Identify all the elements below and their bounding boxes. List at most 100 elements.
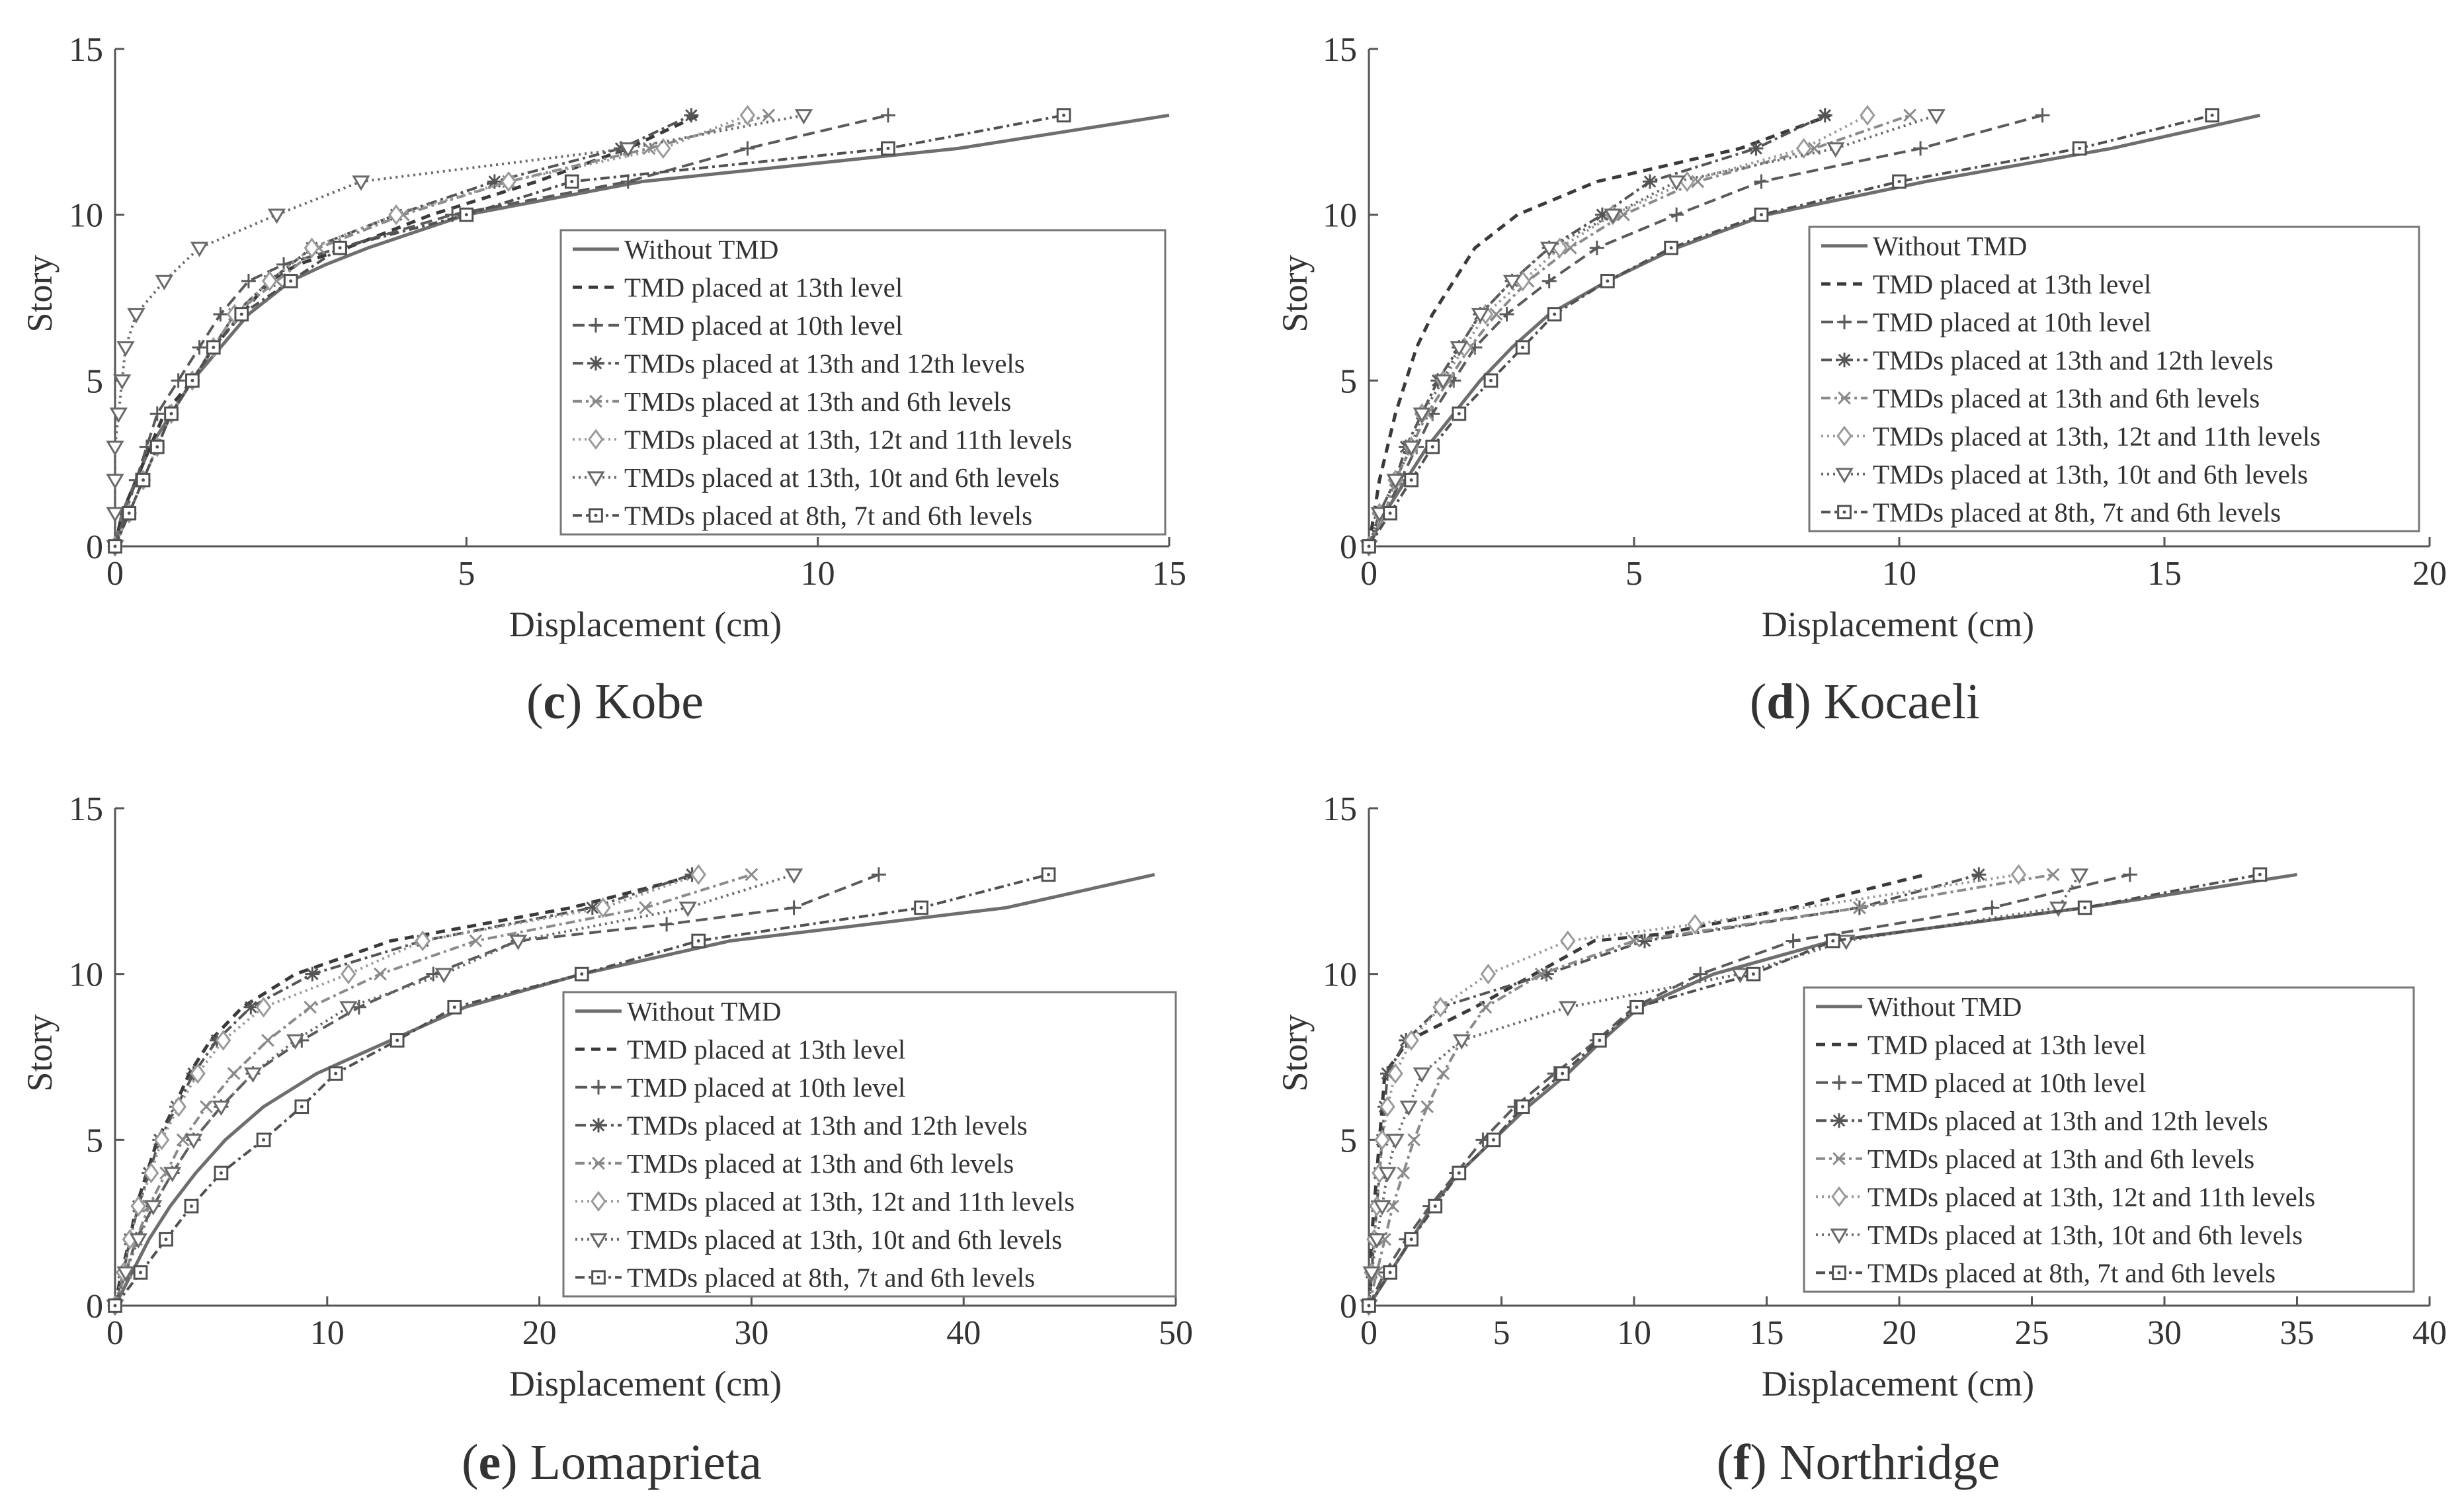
northridge-xtick-label: 0	[1360, 1314, 1377, 1352]
kocaeli-ylabel: Story	[1275, 255, 1315, 332]
lomaprieta-legend-entry: TMDs placed at 13th and 12th levels	[575, 1110, 1028, 1140]
kobe-series-line	[114, 114, 769, 547]
northridge-legend-entry: TMDs placed at 13th and 6th levels	[1816, 1144, 2254, 1174]
northridge-data-point	[1555, 1066, 1570, 1081]
lomaprieta-legend-entry: Without TMD	[575, 996, 781, 1027]
kocaeli-data-point	[1386, 474, 1405, 489]
northridge-legend-label: TMD placed at 13th level	[1868, 1029, 2146, 1060]
kocaeli-ytick-label: 0	[1340, 528, 1357, 566]
lomaprieta-data-point	[215, 1030, 231, 1051]
kobe-data-point	[283, 274, 298, 288]
lomaprieta-ytick-label: 0	[86, 1288, 103, 1325]
northridge-xtick-label: 25	[2015, 1314, 2049, 1352]
northridge-xtick-label: 40	[2412, 1314, 2447, 1352]
northridge-data-point	[1480, 963, 1497, 985]
lomaprieta-data-point	[159, 1232, 173, 1247]
kocaeli-xtick-label: 10	[1882, 555, 1916, 593]
lomaprieta-data-point	[390, 1033, 405, 1048]
lomaprieta-data-point	[784, 868, 803, 884]
lomaprieta-series-1	[113, 872, 699, 1306]
kocaeli-plot: 0 5 10 15 20 0 5 10 15 Without TMD TMD placed at 1…	[1323, 31, 2447, 593]
kocaeli-data-point	[1913, 141, 1928, 156]
kobe-data-point	[304, 237, 320, 259]
lomaprieta-legend-marker	[592, 1156, 605, 1170]
kobe-data-point	[127, 308, 145, 324]
kobe-xtick-label: 10	[801, 555, 835, 593]
kobe-legend-marker	[589, 317, 603, 333]
northridge-data-point	[1452, 1034, 1471, 1050]
lomaprieta-xtick-label: 40	[946, 1314, 981, 1352]
northridge-data-point	[1407, 1133, 1421, 1147]
kobe-data-point	[185, 373, 200, 388]
kocaeli-ytick-label: 15	[1323, 31, 1357, 69]
northridge-data-point	[1486, 1132, 1501, 1148]
kocaeli-legend-label: TMDs placed at 13th and 12th levels	[1873, 345, 2274, 375]
lomaprieta-data-point	[585, 900, 600, 915]
panel-kobe: 0 5 10 15 0 5 10 15 Without TMD TMD placed at 13t…	[20, 31, 1186, 730]
northridge-data-point	[2122, 867, 2137, 882]
lomaprieta-data-point	[185, 1134, 203, 1150]
kobe-data-point	[881, 141, 895, 156]
northridge-legend-label: TMDs placed at 8th, 7t and 6th levels	[1868, 1257, 2276, 1288]
northridge-xtick-label: 35	[2280, 1314, 2315, 1352]
lomaprieta-legend: Without TMD TMD placed at 13th level TMD p…	[562, 991, 1177, 1298]
northridge-xtick-label: 20	[1882, 1314, 1916, 1352]
kocaeli-data-point	[1589, 240, 1604, 255]
northridge-data-point	[1629, 999, 1644, 1015]
kobe-data-point	[234, 307, 249, 321]
kocaeli-legend-marker	[1838, 391, 1851, 405]
northridge-data-point	[1746, 966, 1761, 982]
lomaprieta-data-point	[305, 966, 320, 982]
kocaeli-legend-marker	[1836, 425, 1852, 446]
lomaprieta-data-point	[328, 1066, 343, 1081]
kobe-data-point	[109, 407, 128, 423]
lomaprieta-data-point	[595, 897, 611, 919]
lomaprieta-legend-label: TMDs placed at 13th and 6th levels	[627, 1148, 1014, 1179]
kobe-data-point	[171, 373, 186, 388]
northridge-data-point	[1687, 913, 1704, 935]
kocaeli-legend-box	[1808, 226, 2420, 532]
lomaprieta-data-point	[1041, 867, 1056, 882]
lomaprieta-series-line	[114, 873, 1049, 1307]
northridge-data-point	[1420, 1100, 1434, 1114]
kocaeli-xtick-label: 5	[1625, 555, 1643, 593]
lomaprieta-data-point	[184, 1198, 199, 1214]
lomaprieta-data-point	[871, 867, 886, 882]
kocaeli-series-line	[1368, 114, 1868, 547]
kocaeli-data-point	[1860, 105, 1875, 126]
lomaprieta-ytick-label: 15	[69, 790, 103, 828]
northridge-legend: Without TMD TMD placed at 13th level TMD p…	[1803, 986, 2415, 1293]
northridge-data-point	[1592, 1033, 1607, 1048]
northridge-ytick-label: 5	[1340, 1122, 1357, 1159]
kobe-legend-entry: TMDs placed at 8th, 7t and 6th levels	[573, 500, 1032, 530]
lomaprieta-xtick-label: 0	[106, 1314, 124, 1352]
northridge-series-line	[1368, 873, 2053, 1306]
kocaeli-data-point	[1383, 506, 1397, 521]
kocaeli-data-point	[1489, 308, 1503, 321]
kobe-data-point	[149, 439, 165, 454]
kobe-data-point	[794, 109, 813, 125]
kobe-data-point	[241, 273, 256, 288]
kocaeli-series-1	[1367, 113, 1831, 547]
northridge-legend-label: Without TMD	[1868, 991, 2022, 1022]
kocaeli-data-point	[1540, 241, 1559, 257]
kocaeli-ytick-label: 10	[1323, 197, 1357, 235]
kocaeli-xtick-label: 15	[2147, 555, 2182, 593]
northridge-legend-box	[1803, 986, 2415, 1293]
kocaeli-data-point	[1434, 374, 1452, 390]
kobe-ylabel: Story	[20, 255, 60, 332]
kobe-data-point	[206, 340, 221, 355]
kobe-data-point	[164, 406, 179, 421]
lomaprieta-data-point	[509, 935, 528, 950]
lomaprieta-data-point	[256, 1132, 271, 1148]
lomaprieta-data-point	[690, 864, 706, 885]
northridge-legend-marker	[1832, 1075, 1846, 1090]
lomaprieta-legend-entry: TMD placed at 10th level	[575, 1072, 905, 1103]
lomaprieta-data-point	[341, 963, 356, 985]
northridge-legend-entry: TMD placed at 10th level	[1816, 1068, 2146, 1098]
kocaeli-data-point	[1807, 142, 1821, 155]
lomaprieta-data-point	[190, 1063, 206, 1084]
kocaeli-legend-entry: TMDs placed at 13th, 10t and 6th levels	[1821, 459, 2308, 489]
lomaprieta-data-point	[214, 1165, 229, 1181]
kocaeli-series-7	[1362, 108, 2220, 554]
